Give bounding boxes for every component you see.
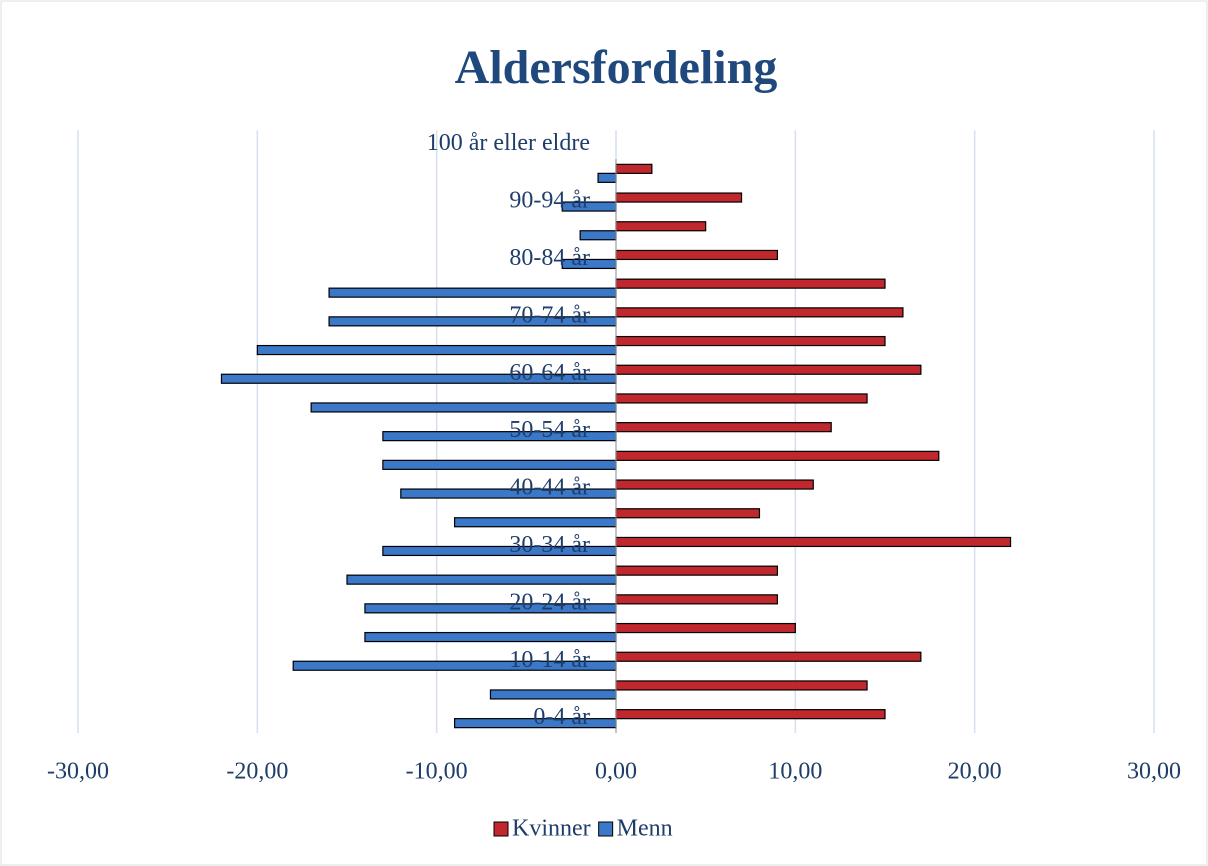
bar <box>615 393 868 404</box>
x-tick-label: -20,00 <box>226 759 288 785</box>
x-tick-label: -30,00 <box>47 759 109 785</box>
y-tick-label: 70-74 år <box>509 302 590 328</box>
bar <box>615 307 904 318</box>
y-tick-label: 40-44 år <box>509 475 590 501</box>
y-tick-label: 10-14 år <box>509 647 590 673</box>
bar <box>579 230 617 241</box>
bar <box>310 402 617 413</box>
bar <box>615 249 778 261</box>
bar <box>597 172 617 183</box>
bar <box>489 689 617 700</box>
y-tick-label: 0-4 år <box>533 704 590 730</box>
bar <box>615 422 832 433</box>
bar <box>615 221 707 232</box>
y-tick-label: 100 år eller eldre <box>427 130 590 156</box>
bar <box>615 364 922 375</box>
bar <box>615 163 653 174</box>
bar <box>615 192 743 203</box>
bar <box>615 278 886 289</box>
x-tick-label: 20,00 <box>948 759 1002 785</box>
bar <box>615 651 922 662</box>
legend-swatch <box>493 821 509 837</box>
bar <box>364 631 617 643</box>
bar <box>615 565 778 576</box>
bar <box>615 594 778 605</box>
y-tick-label: 80-84 år <box>509 245 590 271</box>
x-tick-label: 30,00 <box>1127 759 1181 785</box>
legend-label: Menn <box>617 816 673 842</box>
y-tick-label: 30-34 år <box>509 532 590 558</box>
x-tick-label: 10,00 <box>768 759 822 785</box>
bar <box>615 536 1012 548</box>
legend-swatch <box>598 821 614 837</box>
bar <box>382 459 617 470</box>
y-tick-label: 60-64 år <box>509 360 590 386</box>
bar <box>615 479 814 490</box>
chart-title: Aldersfordeling <box>455 41 778 94</box>
y-tick-label: 50-54 år <box>509 417 590 443</box>
bar <box>346 574 617 585</box>
bar <box>615 680 868 691</box>
bar <box>615 450 940 461</box>
bar <box>615 508 761 519</box>
y-tick-label: 90-94 år <box>509 188 590 214</box>
y-tick-label: 20-24 år <box>509 589 590 615</box>
bar <box>615 709 886 720</box>
x-tick-label: 0,00 <box>595 759 637 785</box>
bar <box>328 287 617 298</box>
bar <box>256 344 617 356</box>
x-tick-label: -10,00 <box>406 759 468 785</box>
bar <box>615 622 796 634</box>
bar <box>454 517 617 528</box>
bar <box>615 335 886 347</box>
legend-label: Kvinner <box>512 816 591 842</box>
